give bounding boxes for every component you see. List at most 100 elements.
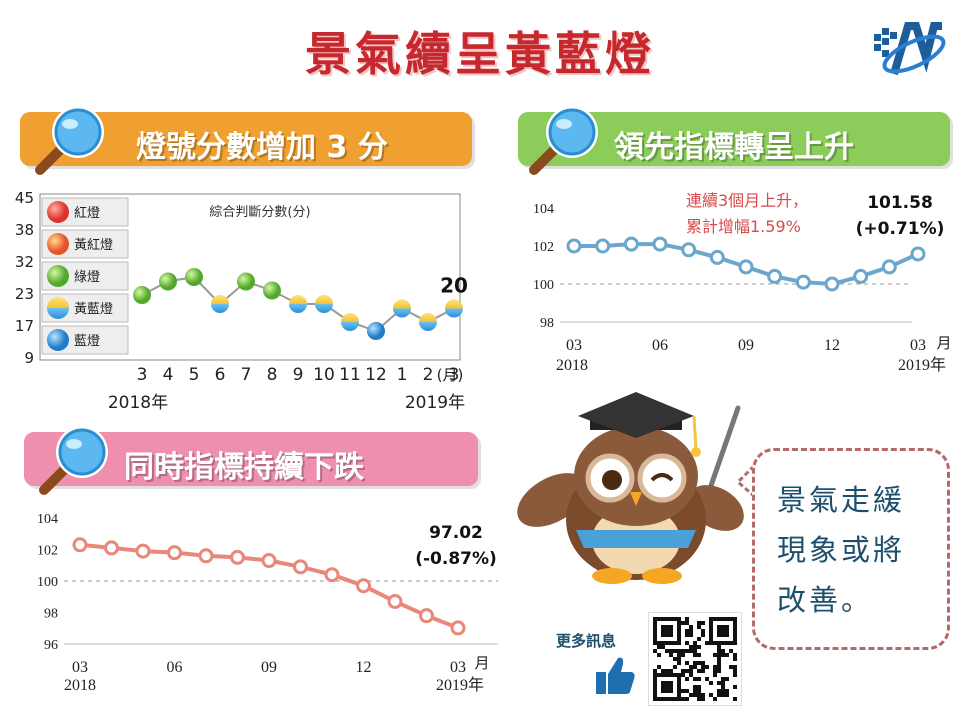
legend-marker [47,233,69,255]
qr-module [661,633,665,637]
x-tick-label: 12 [365,365,387,385]
qr-module [669,673,673,677]
qr-module [673,649,677,653]
qr-module [693,649,697,653]
qr-module [733,621,737,625]
qr-module [685,677,689,681]
data-point [419,608,434,624]
qr-module [693,685,697,689]
x-tick-label: 06 [652,337,668,354]
last-change-label: (+0.71%) [856,219,945,239]
qr-module [681,649,685,653]
qr-code[interactable] [648,612,742,706]
callout-line1: 景氣走緩 [777,483,906,517]
qr-module [709,629,713,633]
qr-module [669,649,673,653]
data-point [795,274,811,290]
data-point [198,548,214,564]
qr-module [725,617,729,621]
coincident-banner-label: 同時指標持續下跌 [124,450,364,485]
qr-module [713,669,717,673]
qr-module [725,641,729,645]
qr-module [721,693,725,697]
qr-module [697,637,701,641]
x-unit: (月) [437,366,464,384]
x-tick-label: 11 [339,365,361,385]
data-point [367,322,385,340]
qr-module [677,641,681,645]
qr-module [673,617,677,621]
qr-module [673,697,677,701]
qr-module [661,673,665,677]
qr-module [705,677,709,681]
qr-module [661,641,665,645]
more-info-label: 更多訊息 [556,632,617,650]
qr-module [681,689,685,693]
qr-module [713,697,717,701]
data-point [881,259,897,275]
qr-module [653,625,657,629]
qr-module [705,641,709,645]
qr-module [697,685,701,689]
qr-module [677,649,681,653]
data-point [738,259,754,275]
qr-module [721,617,725,621]
qr-module [653,633,657,637]
qr-module [693,661,697,665]
qr-module [721,641,725,645]
qr-module [689,625,693,629]
x-tick-label: 3 [137,365,148,385]
annotation-line1: 連續3個月上升， [686,191,808,210]
qr-module [653,697,657,701]
qr-module [677,637,681,641]
qr-module [733,617,737,621]
thumbs-up-icon[interactable] [592,652,638,698]
y-tick-label: 98 [44,607,58,622]
y-tick-label: 23 [15,285,34,303]
legend-marker [47,201,69,223]
qr-module [653,689,657,693]
x-unit: 月 [474,654,489,672]
y-tick-label: 17 [15,317,34,335]
qr-module [717,665,721,669]
data-point [293,559,308,575]
callout-bubble: 景氣走緩 現象或將 改善。 [752,448,950,650]
data-point [445,299,463,318]
data-point [393,299,411,318]
data-point [910,246,926,262]
x-tick-label: 1 [397,365,408,385]
qr-module [657,665,661,669]
qr-module [697,697,701,701]
qr-module [661,669,665,673]
qr-module [681,673,685,677]
qr-module [733,685,737,689]
qr-module [653,641,657,645]
qr-module [721,625,725,629]
qr-module [725,689,729,693]
qr-module [689,645,693,649]
x-tick-label: 06 [167,659,183,676]
data-point [450,620,466,636]
qr-module [713,653,717,657]
qr-module [709,693,713,697]
qr-module [689,693,693,697]
qr-module [669,641,673,645]
qr-module [697,621,701,625]
qr-module [669,697,673,701]
qr-module [697,625,701,629]
qr-module [665,697,669,701]
qr-module [693,689,697,693]
qr-module [709,641,713,645]
legend-label: 紅燈 [74,206,100,221]
x-tick-label: 2 [423,365,434,385]
data-point [652,236,668,252]
qr-module [717,661,721,665]
qr-module [717,629,721,633]
x-tick-label: 3 [449,365,460,385]
qr-module [709,681,713,685]
qr-module [653,677,657,681]
data-point [709,249,725,265]
qr-module [733,669,737,673]
qr-module [677,653,681,657]
qr-module [653,629,657,633]
